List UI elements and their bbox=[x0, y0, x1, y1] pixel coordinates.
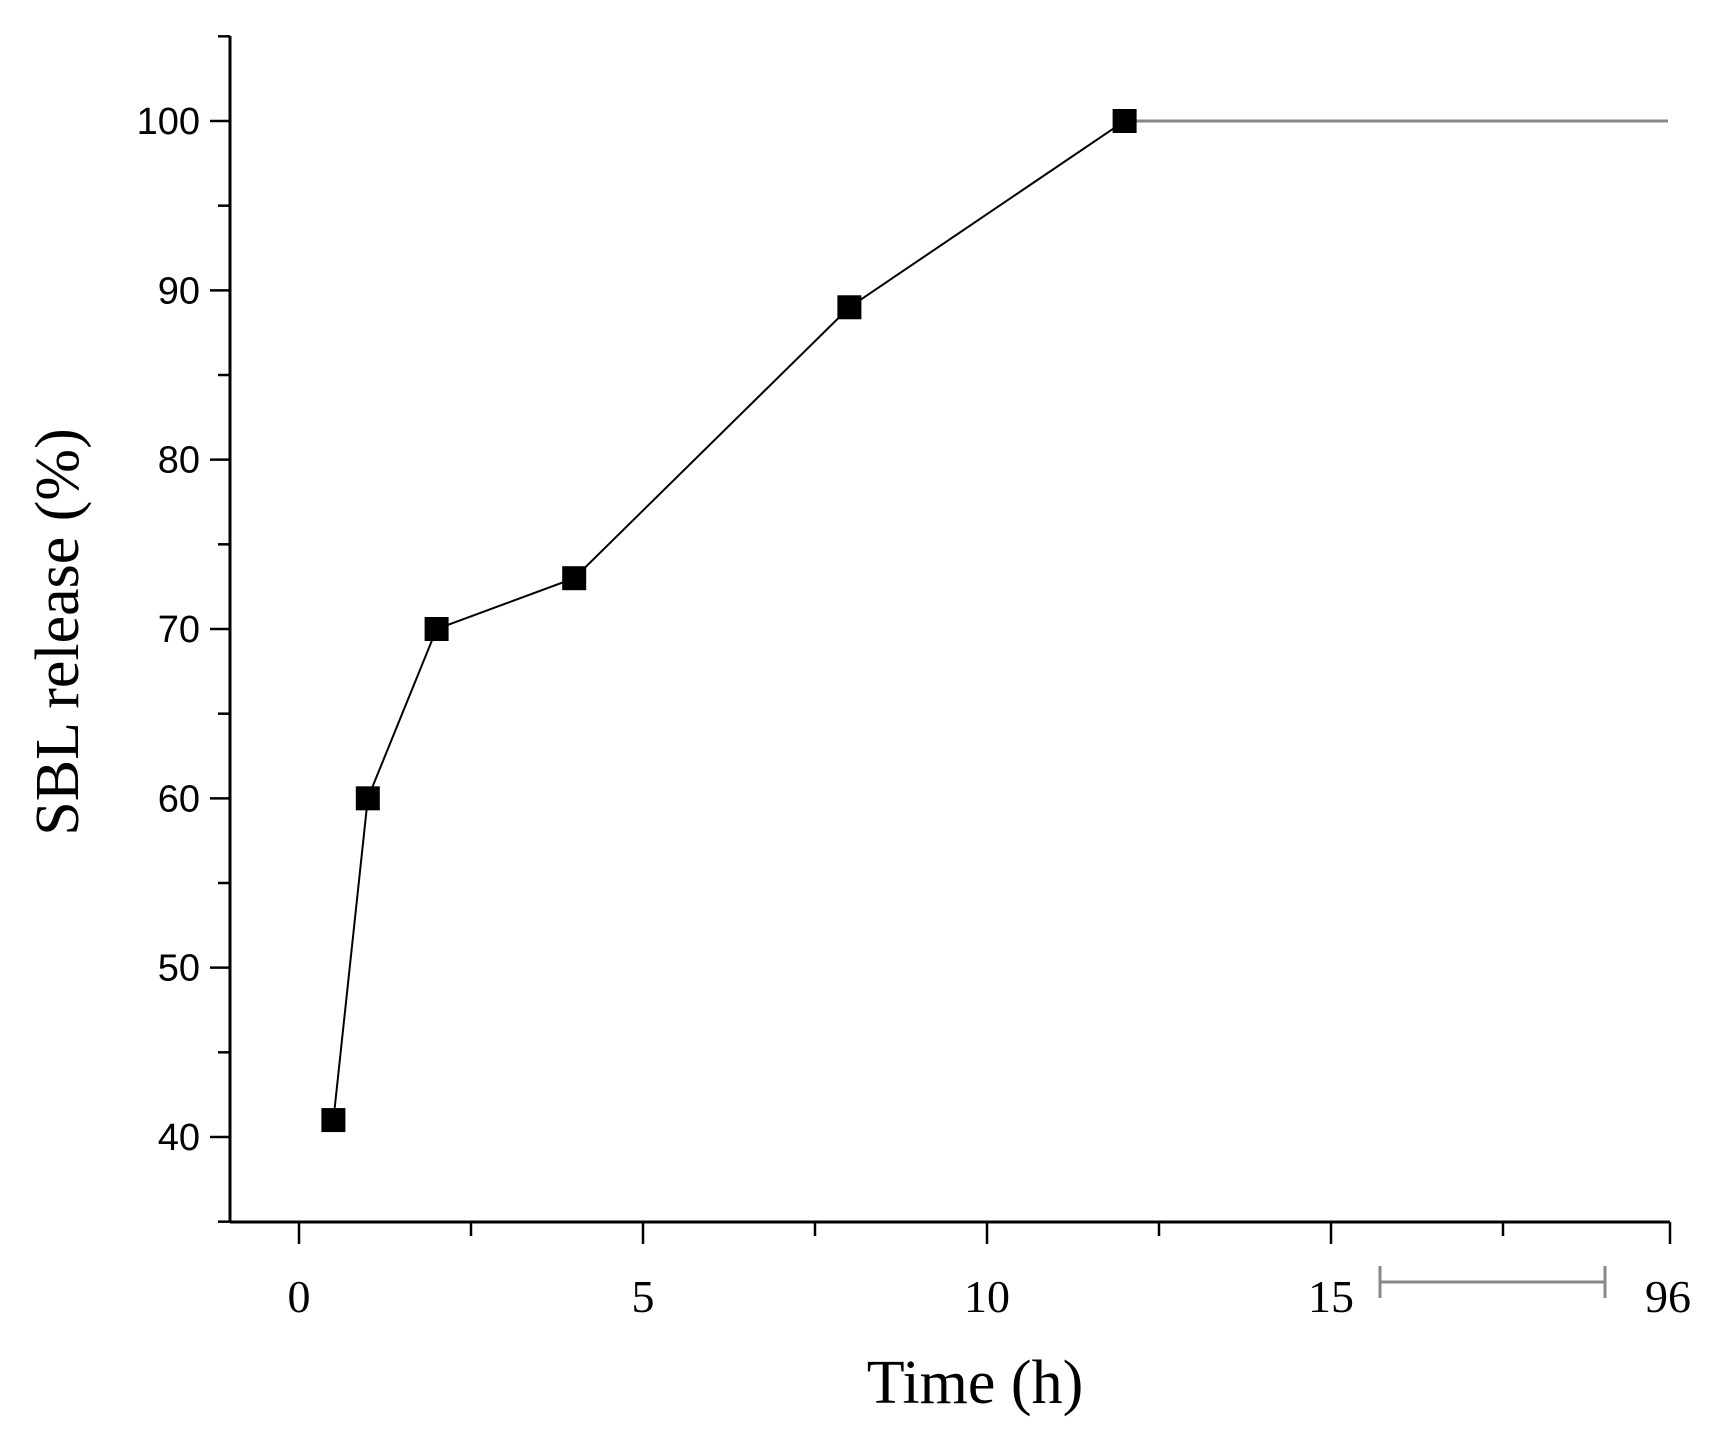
x-tick-label: 0 bbox=[288, 1271, 311, 1322]
x-tick-label-far: 96 bbox=[1645, 1271, 1691, 1322]
data-series bbox=[321, 109, 1668, 1133]
y-tick-label: 90 bbox=[158, 270, 200, 312]
series-line bbox=[332, 120, 1126, 1121]
y-tick-label: 100 bbox=[137, 101, 200, 143]
y-tick-label: 50 bbox=[158, 948, 200, 990]
data-point bbox=[1112, 109, 1137, 133]
y-axis-title: SBL release (%) bbox=[24, 428, 92, 835]
axis-labels: Time (h) SBL release (%) bbox=[24, 428, 1083, 1417]
data-point bbox=[355, 786, 380, 811]
data-point bbox=[424, 617, 449, 641]
x-axis-title: Time (h) bbox=[867, 1349, 1083, 1417]
data-point bbox=[562, 566, 587, 591]
y-tick-label: 80 bbox=[158, 440, 200, 482]
y-tick-label: 70 bbox=[158, 609, 200, 651]
data-point bbox=[321, 1108, 346, 1133]
x-tick-label: 15 bbox=[1308, 1271, 1354, 1322]
y-tick-label: 40 bbox=[158, 1117, 200, 1159]
x-tick-label: 5 bbox=[632, 1271, 655, 1322]
axis-ticks: 40 50 60 70 80 90 100 0 5 10 15 96 bbox=[137, 35, 1691, 1322]
x-tick-label: 10 bbox=[964, 1271, 1010, 1322]
y-tick-label: 60 bbox=[158, 778, 200, 820]
data-point bbox=[837, 295, 862, 320]
